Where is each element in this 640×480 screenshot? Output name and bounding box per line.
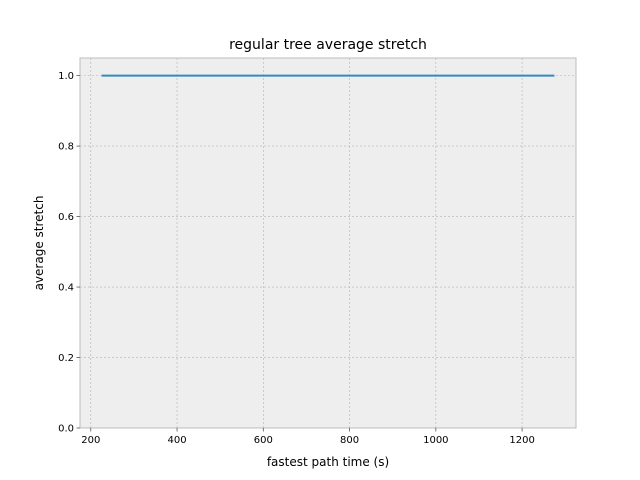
x-tick-label: 400 — [167, 435, 186, 446]
x-axis-label: fastest path time (s) — [267, 455, 389, 469]
y-tick-label: 0.4 — [58, 283, 74, 294]
plot-background — [80, 58, 576, 428]
x-tick-label: 1200 — [509, 435, 534, 446]
chart-title: regular tree average stretch — [229, 37, 427, 53]
y-axis: 0.0 0.2 0.4 0.6 0.8 1.0 — [58, 71, 80, 435]
y-tick-label: 0.2 — [58, 353, 74, 364]
x-tick-label: 1000 — [423, 435, 448, 446]
y-axis-label: average stretch — [32, 196, 46, 291]
y-tick-label: 0.8 — [58, 142, 74, 153]
y-tick-label: 1.0 — [58, 71, 74, 82]
x-tick-label: 200 — [81, 435, 100, 446]
y-tick-label: 0.6 — [58, 212, 74, 223]
plot-frame — [79, 57, 577, 429]
x-tick-label: 600 — [254, 435, 273, 446]
y-tick-label: 0.0 — [58, 424, 74, 435]
x-tick-label: 800 — [340, 435, 359, 446]
x-axis: 200 400 600 800 1000 1200 — [81, 428, 535, 446]
